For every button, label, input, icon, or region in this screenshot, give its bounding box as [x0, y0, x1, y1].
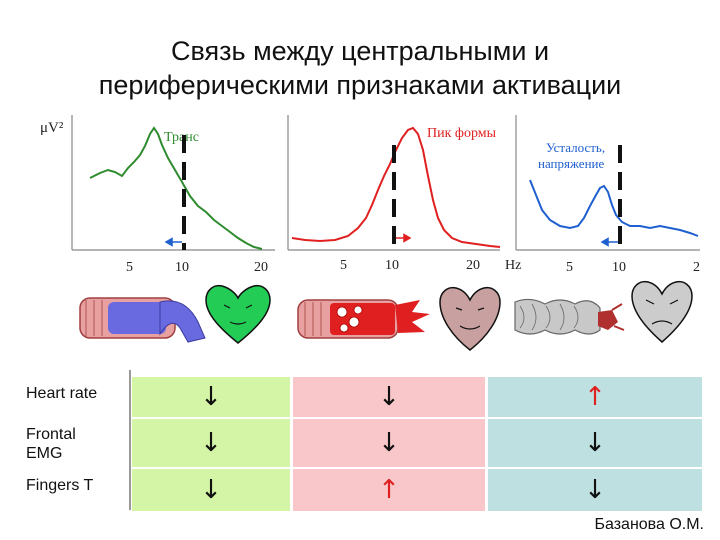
row-label-fingers-t: Fingers T	[26, 477, 94, 494]
panel-3-tick-10: 10	[612, 260, 626, 275]
slide-title-line1: Связь между центральными и	[170, 36, 550, 66]
panel-1-trance-curve	[89, 126, 263, 250]
panel-2-label: Пик формы	[427, 126, 497, 141]
panel-2-tick-20: 20	[466, 258, 480, 273]
cell-r2-c3: ↓	[488, 419, 702, 467]
cell-r2-c1: ↓	[132, 419, 290, 467]
panel-2-tick-5: 5	[340, 258, 347, 273]
panel-2-axes	[287, 115, 500, 251]
row-label-frontal-emg-line2: EMG	[26, 445, 63, 462]
spectra-diagram: μV² Транс 5 10 20 Пик формы 5 10 20 Hz У…	[40, 115, 700, 351]
panel-3-axes	[515, 115, 700, 251]
panel-3-tick-2: 2	[693, 260, 700, 275]
heart-calm-icon	[205, 284, 271, 344]
cell-r3-c3: ↓	[488, 469, 702, 511]
heart-content-icon	[439, 286, 501, 351]
row-label-heart-rate: Heart rate	[26, 385, 98, 402]
row-label-frontal-emg: Frontal EMG	[26, 425, 76, 463]
panel-1-tick-20: 20	[254, 260, 268, 275]
panel-1-tick-5: 5	[126, 260, 133, 275]
panel-3-fatigue-curve	[529, 179, 699, 237]
panel-3-shift-arrow-icon	[600, 237, 618, 247]
cell-r1-c1: ↓	[132, 377, 290, 417]
panel-1-axes	[71, 115, 275, 251]
table-grid	[129, 370, 131, 510]
cell-r2-c2: ↓	[293, 419, 485, 467]
panel-2-shift-arrow-icon	[396, 233, 412, 243]
slide-title-line2: периферическими признаками активации	[98, 70, 622, 100]
vessel-normal-illustration	[79, 297, 206, 343]
heart-tired-icon	[631, 280, 693, 343]
panel-1-shift-arrow-icon	[164, 237, 182, 247]
panel-1-label: Транс	[164, 130, 199, 145]
panel-1-tick-10: 10	[175, 260, 189, 275]
row-label-frontal-emg-line1: Frontal	[26, 426, 76, 443]
panel-3-tick-5: 5	[566, 260, 573, 275]
cell-r3-c2: ↑	[293, 469, 485, 511]
panel-3-label-line2: напряжение	[538, 156, 604, 171]
panel-2-peak-curve	[291, 126, 501, 248]
x-unit-label: Hz	[505, 258, 521, 273]
cell-r3-c1: ↓	[132, 469, 290, 511]
panel-3-label-line1: Усталость,	[546, 140, 605, 155]
cell-r1-c2: ↓	[293, 377, 485, 417]
vessel-active-illustration	[297, 299, 430, 339]
slide-title: Связь между центральными и периферически…	[0, 34, 720, 102]
author-credit: Базанова О.М.	[594, 516, 704, 533]
cell-r1-c3: ↑	[488, 377, 702, 417]
panel-2-tick-10: 10	[385, 258, 399, 273]
y-unit-label: μV²	[40, 120, 64, 136]
vessel-constricted-illustration	[514, 298, 625, 335]
